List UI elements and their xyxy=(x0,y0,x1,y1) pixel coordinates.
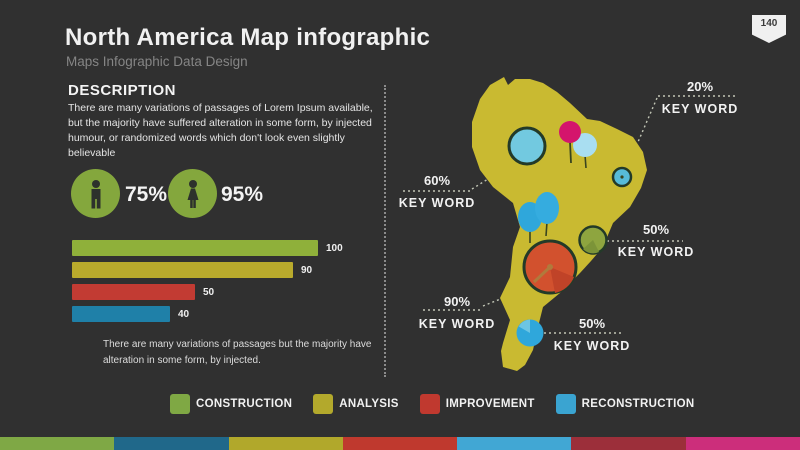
bar-reconstruction xyxy=(72,306,170,322)
legend: CONSTRUCTION ANALYSIS IMPROVEMENT RECONSTRU… xyxy=(170,394,694,414)
legend-item-improvement: IMPROVEMENT xyxy=(419,394,535,414)
footer-color-strip xyxy=(0,437,800,450)
bar-row-reconstruction: 40 xyxy=(72,306,392,322)
pin-stick xyxy=(569,141,572,164)
legend-swatch xyxy=(313,394,334,414)
strip-segment-2 xyxy=(228,437,343,450)
callout-50-right: 50% KEY WORD xyxy=(591,222,721,259)
legend-swatch xyxy=(419,394,440,414)
south-america-map xyxy=(403,77,737,371)
red-circle-slice xyxy=(550,267,574,293)
page-subtitle: Maps Infographic Data Design xyxy=(66,54,248,69)
legend-item-analysis: ANALYSIS xyxy=(313,394,399,414)
legend-label: ANALYSIS xyxy=(339,398,399,410)
map-markers xyxy=(507,121,633,347)
footnote-text: There are many variations of passages bu… xyxy=(103,339,372,366)
bar-analysis xyxy=(72,262,293,278)
callout-20: 20% KEY WORD xyxy=(635,79,765,116)
strip-segment-3 xyxy=(342,437,458,450)
balloon-stick xyxy=(545,221,548,237)
bar-row-analysis: 90 xyxy=(72,262,392,278)
blue-balloon-right-marker xyxy=(535,192,559,224)
legend-item-construction: CONSTRUCTION xyxy=(170,394,292,414)
bar-value-label: 50 xyxy=(203,286,215,298)
callout-dotted-lines xyxy=(403,95,737,334)
callout-pct: 60% xyxy=(423,173,451,188)
callout-pct: 50% xyxy=(642,222,670,237)
bar-value-label: 100 xyxy=(326,242,343,254)
legend-swatch xyxy=(170,394,190,414)
bar-value-label: 90 xyxy=(301,264,313,276)
balloon-stick xyxy=(584,154,587,169)
red-circle-hub xyxy=(547,264,553,270)
callout-keyword: KEY WORD xyxy=(418,317,496,331)
callout-keyword: KEY WORD xyxy=(398,196,476,210)
bar-row-construction: 100 xyxy=(72,240,392,256)
green-circle-slice xyxy=(583,240,599,254)
description-body: There are many variations of passages of… xyxy=(68,102,373,159)
callout-pct: 90% xyxy=(443,294,471,309)
bar-chart: 100 90 50 40 xyxy=(72,240,392,328)
legend-swatch xyxy=(555,394,576,414)
large-blue-circle-marker xyxy=(507,126,547,166)
small-circle-center-dot xyxy=(620,175,624,179)
callout-keyword: KEY WORD xyxy=(661,102,739,116)
callout-keyword: KEY WORD xyxy=(553,339,631,353)
page-title: North America Map infographic xyxy=(65,24,431,51)
callout-keyword: KEY WORD xyxy=(617,245,695,259)
strip-segment-4 xyxy=(457,437,572,450)
callout-90: 90% KEY WORD xyxy=(392,294,522,331)
bar-construction xyxy=(72,240,318,256)
male-stat-circle xyxy=(71,169,120,218)
bottom-blue-slice xyxy=(518,319,530,333)
callout-pct: 50% xyxy=(578,316,606,331)
bar-value-label: 40 xyxy=(178,308,190,320)
strip-segment-6 xyxy=(685,437,800,450)
strip-segment-1 xyxy=(114,437,229,450)
legend-label: CONSTRUCTION xyxy=(196,398,293,410)
pink-pin-marker xyxy=(559,121,581,143)
bar-row-improvement: 50 xyxy=(72,284,392,300)
female-stat-value: 95% xyxy=(221,183,264,206)
red-circle-hand xyxy=(532,265,552,284)
female-icon xyxy=(187,179,198,208)
female-stat-circle xyxy=(168,169,217,218)
male-stat-value: 75% xyxy=(125,183,168,206)
bar-improvement xyxy=(72,284,195,300)
legend-label: RECONSTRUCTION xyxy=(581,398,695,410)
description-heading: DESCRIPTION xyxy=(68,82,177,99)
vertical-dotted-divider xyxy=(384,85,386,377)
male-icon xyxy=(91,179,100,208)
callout-pct: 20% xyxy=(686,79,714,94)
legend-item-reconstruction: RECONSTRUCTION xyxy=(555,394,695,414)
strip-segment-0 xyxy=(0,437,115,450)
lightblue-balloon-marker xyxy=(573,133,597,157)
legend-label: IMPROVEMENT xyxy=(445,398,535,410)
callout-60: 60% KEY WORD xyxy=(372,173,502,210)
callout-50-bottom: 50% KEY WORD xyxy=(527,316,657,353)
page-number-badge: 140 xyxy=(752,15,786,43)
strip-segment-5 xyxy=(571,437,686,450)
